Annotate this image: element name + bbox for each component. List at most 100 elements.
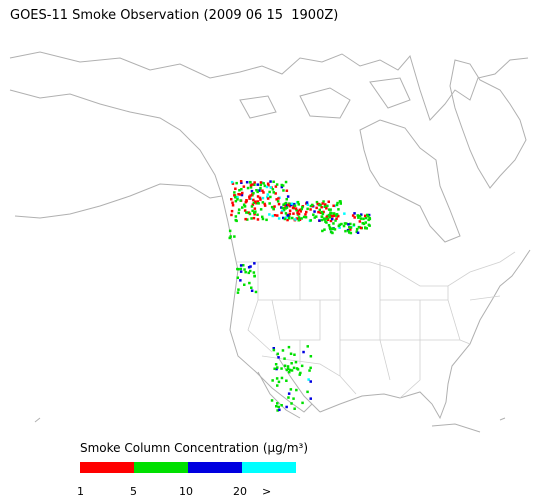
- smoke-pixel: [266, 195, 269, 199]
- smoke-pixel: [323, 217, 326, 220]
- smoke-pixel: [367, 218, 370, 222]
- smoke-pixel: [284, 180, 288, 184]
- smoke-pixel: [347, 229, 350, 233]
- smoke-pixel: [249, 181, 252, 184]
- smoke-pixel: [283, 357, 286, 360]
- smoke-pixel: [320, 215, 323, 218]
- smoke-pixel: [270, 205, 274, 209]
- smoke-pixel: [276, 402, 279, 405]
- smoke-pixel: [254, 200, 257, 203]
- smoke-pixel: [309, 380, 312, 383]
- smoke-pixel: [288, 368, 292, 372]
- smoke-pixel: [359, 217, 363, 220]
- smoke-pixel: [306, 207, 309, 211]
- smoke-pixel: [309, 355, 313, 358]
- smoke-pixel: [301, 401, 304, 405]
- smoke-pixel: [309, 208, 312, 211]
- smoke-pixel: [272, 348, 276, 352]
- smoke-pixel: [333, 228, 337, 231]
- smoke-pixel: [368, 217, 371, 220]
- smoke-pixel: [329, 219, 333, 223]
- smoke-pixel: [230, 213, 233, 217]
- smoke-pixel: [261, 215, 264, 219]
- smoke-pixel: [258, 196, 262, 200]
- smoke-pixel: [364, 216, 368, 220]
- smoke-pixel: [332, 212, 336, 215]
- smoke-pixel: [320, 205, 323, 209]
- smoke-pixel: [240, 181, 243, 184]
- smoke-pixel: [256, 213, 259, 216]
- smoke-pixel: [240, 193, 244, 197]
- smoke-pixel: [296, 211, 299, 215]
- smoke-pixel: [274, 192, 277, 195]
- legend-label: >: [262, 485, 271, 498]
- smoke-pixel: [275, 183, 279, 186]
- smoke-pixel: [288, 212, 292, 216]
- hudson-bay: [359, 119, 461, 243]
- smoke-pixel: [331, 215, 334, 218]
- smoke-pixel: [278, 408, 281, 412]
- smoke-pixel: [332, 204, 335, 207]
- smoke-pixel: [321, 202, 324, 205]
- smoke-pixel: [357, 216, 360, 219]
- smoke-pixel: [282, 189, 285, 192]
- smoke-pixel: [248, 197, 251, 200]
- smoke-pixel: [290, 202, 294, 205]
- smoke-pixel: [293, 202, 296, 206]
- smoke-pixel: [325, 217, 329, 220]
- smoke-pixel: [252, 201, 256, 205]
- smoke-pixel: [245, 211, 248, 214]
- legend-label: 1: [77, 485, 84, 498]
- smoke-pixel: [265, 218, 268, 222]
- smoke-pixel: [259, 198, 262, 201]
- smoke-pixel: [276, 352, 279, 356]
- smoke-pixel: [345, 222, 348, 225]
- legend-label: 5: [130, 485, 137, 498]
- smoke-pixel: [252, 198, 255, 202]
- smoke-pixel: [268, 213, 271, 216]
- smoke-pixel: [252, 216, 256, 220]
- mexico-south: [34, 417, 506, 423]
- smoke-pixel: [243, 283, 246, 286]
- smoke-pixel: [255, 189, 258, 192]
- smoke-pixel: [263, 184, 267, 188]
- smoke-pixel: [317, 210, 320, 214]
- smoke-pixel: [258, 189, 261, 192]
- smoke-pixel: [330, 212, 333, 215]
- smoke-pixel: [269, 195, 272, 199]
- smoke-pixel: [282, 216, 285, 220]
- smoke-pixel: [234, 218, 237, 222]
- smoke-pixel: [253, 183, 256, 186]
- smoke-pixel: [286, 365, 290, 368]
- smoke-pixel: [246, 186, 250, 190]
- smoke-pixel: [295, 367, 299, 370]
- smoke-pixel: [295, 217, 299, 220]
- smoke-pixel: [282, 203, 285, 206]
- smoke-pixel: [239, 264, 243, 267]
- smoke-pixel: [239, 270, 243, 273]
- smoke-pixel: [261, 201, 265, 204]
- smoke-pixel: [339, 202, 342, 205]
- smoke-pixel: [297, 212, 301, 216]
- smoke-pixel: [281, 206, 284, 210]
- smoke-pixel: [298, 373, 301, 376]
- smoke-pixel: [327, 208, 331, 211]
- smoke-pixel: [289, 388, 293, 391]
- smoke-pixel: [235, 181, 238, 185]
- smoke-pixel: [277, 197, 280, 200]
- smoke-pixel: [276, 214, 279, 217]
- smoke-pixel: [250, 289, 254, 292]
- smoke-pixel: [293, 407, 296, 410]
- smoke-pixel: [330, 227, 333, 230]
- smoke-pixel: [271, 379, 274, 382]
- smoke-pixel: [351, 214, 355, 217]
- smoke-pixel: [261, 196, 265, 200]
- smoke-pixel: [309, 204, 313, 208]
- smoke-pixel: [315, 206, 318, 210]
- smoke-pixel: [355, 230, 358, 233]
- smoke-pixel: [308, 369, 311, 372]
- smoke-pixel: [304, 213, 307, 216]
- smoke-pixel: [352, 223, 356, 226]
- smoke-pixel: [255, 202, 258, 205]
